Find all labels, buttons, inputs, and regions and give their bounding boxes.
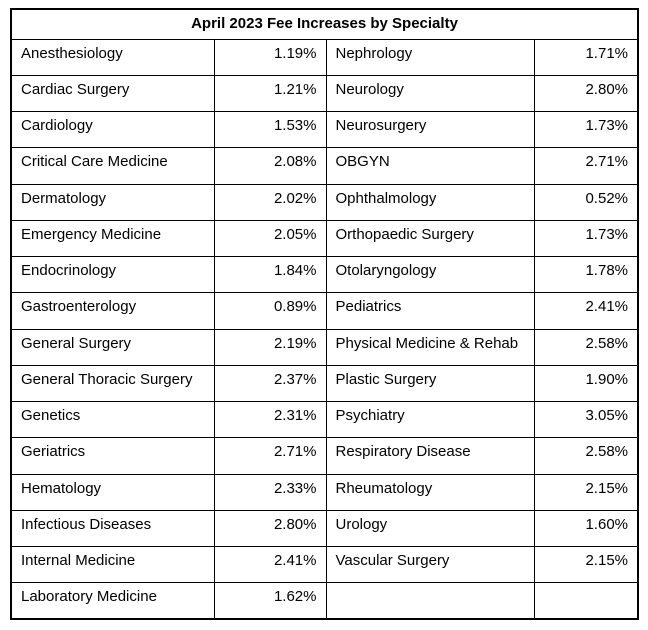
table-row: Infectious Diseases 2.80% Urology 1.60% bbox=[10, 509, 639, 548]
value-cell: 2.80% bbox=[533, 74, 639, 113]
table-row: Cardiology 1.53% Neurosurgery 1.73% bbox=[10, 110, 639, 149]
specialty-cell: Neurosurgery bbox=[325, 110, 535, 149]
value-cell: 1.62% bbox=[213, 582, 327, 620]
fee-increase-table: April 2023 Fee Increases by Specialty An… bbox=[10, 8, 640, 620]
value-cell: 1.90% bbox=[533, 364, 639, 403]
value-cell: 2.58% bbox=[533, 328, 639, 366]
specialty-cell: Hematology bbox=[10, 473, 215, 511]
specialty-cell: Nephrology bbox=[325, 38, 535, 76]
specialty-cell: Laboratory Medicine bbox=[10, 582, 215, 620]
specialty-cell: Geriatrics bbox=[10, 437, 215, 475]
value-cell: 1.19% bbox=[213, 38, 327, 76]
specialty-cell: Infectious Diseases bbox=[10, 509, 215, 548]
value-cell: 2.37% bbox=[213, 364, 327, 403]
value-cell: 2.58% bbox=[533, 437, 639, 475]
value-cell: 2.71% bbox=[533, 147, 639, 185]
table-title: April 2023 Fee Increases by Specialty bbox=[10, 8, 639, 40]
specialty-cell: General Surgery bbox=[10, 328, 215, 366]
value-cell: 3.05% bbox=[533, 400, 639, 439]
specialty-cell: Neurology bbox=[325, 74, 535, 113]
value-cell: 2.33% bbox=[213, 473, 327, 511]
specialty-cell: Cardiac Surgery bbox=[10, 74, 215, 113]
value-cell: 2.15% bbox=[533, 473, 639, 511]
specialty-cell: Critical Care Medicine bbox=[10, 147, 215, 185]
specialty-cell: Vascular Surgery bbox=[325, 545, 535, 584]
table-row: Endocrinology 1.84% Otolaryngology 1.78% bbox=[10, 255, 639, 294]
specialty-cell bbox=[325, 582, 535, 620]
table-row: Emergency Medicine 2.05% Orthopaedic Surge… bbox=[10, 219, 639, 258]
value-cell: 1.21% bbox=[213, 74, 327, 113]
value-cell: 1.84% bbox=[213, 255, 327, 294]
table-row: Genetics 2.31% Psychiatry 3.05% bbox=[10, 400, 639, 439]
value-cell: 1.73% bbox=[533, 219, 639, 258]
specialty-cell: OBGYN bbox=[325, 147, 535, 185]
table-row: Critical Care Medicine 2.08% OBGYN 2.71% bbox=[10, 147, 639, 185]
value-cell: 2.41% bbox=[533, 292, 639, 330]
specialty-cell: Dermatology bbox=[10, 183, 215, 221]
table-row: Dermatology 2.02% Ophthalmology 0.52% bbox=[10, 183, 639, 221]
specialty-cell: Cardiology bbox=[10, 110, 215, 149]
value-cell: 2.71% bbox=[213, 437, 327, 475]
table-row: General Surgery 2.19% Physical Medicine & … bbox=[10, 328, 639, 366]
specialty-cell: Rheumatology bbox=[325, 473, 535, 511]
value-cell: 1.53% bbox=[213, 110, 327, 149]
table-row: Cardiac Surgery 1.21% Neurology 2.80% bbox=[10, 74, 639, 113]
value-cell: 2.15% bbox=[533, 545, 639, 584]
value-cell: 2.08% bbox=[213, 147, 327, 185]
specialty-cell: Internal Medicine bbox=[10, 545, 215, 584]
value-cell: 2.05% bbox=[213, 219, 327, 258]
specialty-cell: Ophthalmology bbox=[325, 183, 535, 221]
table-row: Gastroenterology 0.89% Pediatrics 2.41% bbox=[10, 292, 639, 330]
specialty-cell: General Thoracic Surgery bbox=[10, 364, 215, 403]
table-row: Anesthesiology 1.19% Nephrology 1.71% bbox=[10, 38, 639, 76]
value-cell: 0.52% bbox=[533, 183, 639, 221]
specialty-cell: Otolaryngology bbox=[325, 255, 535, 294]
specialty-cell: Pediatrics bbox=[325, 292, 535, 330]
table-row: Laboratory Medicine 1.62% bbox=[10, 582, 639, 620]
value-cell: 1.78% bbox=[533, 255, 639, 294]
specialty-cell: Urology bbox=[325, 509, 535, 548]
value-cell bbox=[533, 582, 639, 620]
value-cell: 0.89% bbox=[213, 292, 327, 330]
specialty-cell: Emergency Medicine bbox=[10, 219, 215, 258]
table-title-row: April 2023 Fee Increases by Specialty bbox=[10, 8, 639, 40]
value-cell: 2.31% bbox=[213, 400, 327, 439]
specialty-cell: Endocrinology bbox=[10, 255, 215, 294]
value-cell: 1.73% bbox=[533, 110, 639, 149]
specialty-cell: Physical Medicine & Rehab bbox=[325, 328, 535, 366]
value-cell: 1.71% bbox=[533, 38, 639, 76]
table-row: Geriatrics 2.71% Respiratory Disease 2.58% bbox=[10, 437, 639, 475]
specialty-cell: Anesthesiology bbox=[10, 38, 215, 76]
table-body: April 2023 Fee Increases by Specialty An… bbox=[10, 8, 639, 620]
value-cell: 2.19% bbox=[213, 328, 327, 366]
value-cell: 2.80% bbox=[213, 509, 327, 548]
table-row: Internal Medicine 2.41% Vascular Surgery 2.… bbox=[10, 545, 639, 584]
specialty-cell: Orthopaedic Surgery bbox=[325, 219, 535, 258]
value-cell: 2.41% bbox=[213, 545, 327, 584]
specialty-cell: Plastic Surgery bbox=[325, 364, 535, 403]
table-row: Hematology 2.33% Rheumatology 2.15% bbox=[10, 473, 639, 511]
value-cell: 2.02% bbox=[213, 183, 327, 221]
table-row: General Thoracic Surgery 2.37% Plastic Sur… bbox=[10, 364, 639, 403]
specialty-cell: Psychiatry bbox=[325, 400, 535, 439]
value-cell: 1.60% bbox=[533, 509, 639, 548]
specialty-cell: Gastroenterology bbox=[10, 292, 215, 330]
specialty-cell: Respiratory Disease bbox=[325, 437, 535, 475]
specialty-cell: Genetics bbox=[10, 400, 215, 439]
